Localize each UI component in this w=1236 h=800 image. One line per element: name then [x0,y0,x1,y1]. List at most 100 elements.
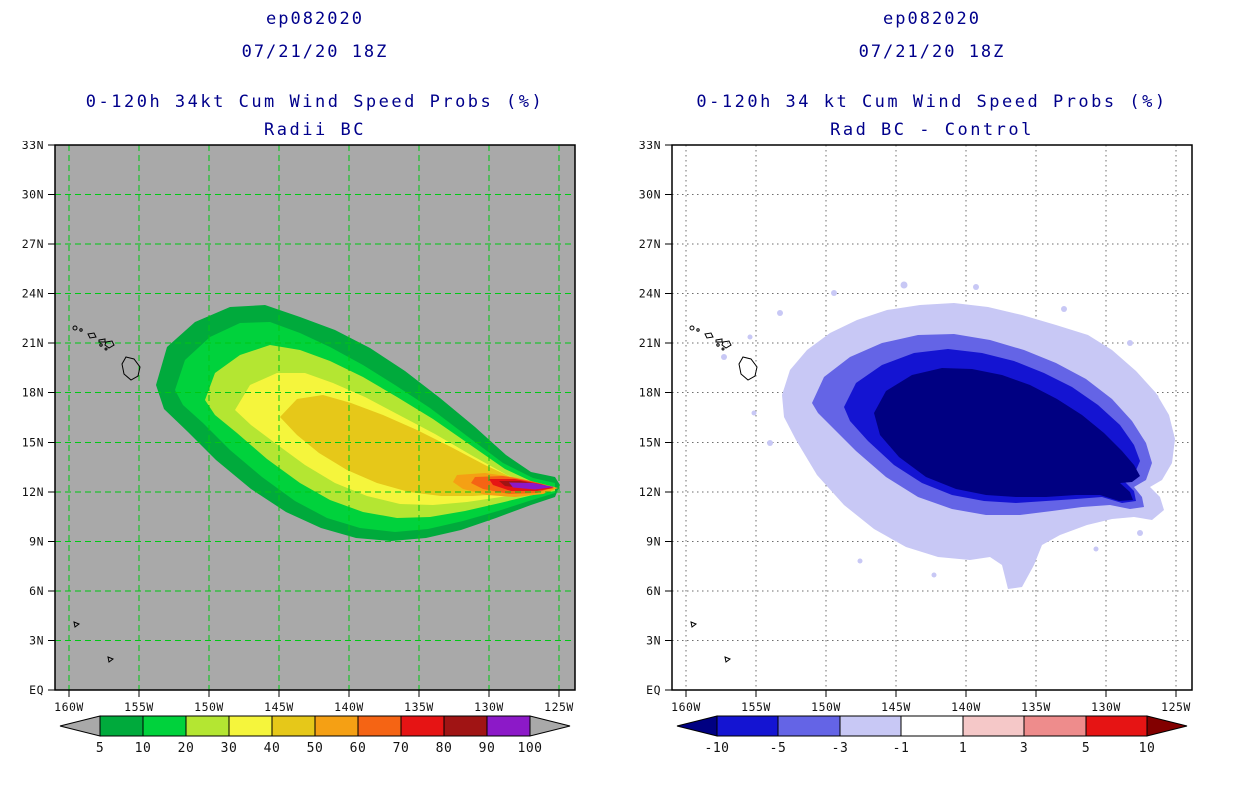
lon-label: 150W [811,700,841,714]
cbar-label: 5 [1082,741,1090,756]
cbar-label: 20 [178,741,195,756]
lat-label: 21N [22,336,44,350]
right-lat-axis-labels: 33N 30N 27N 24N 21N 18N 15N 12N 9N 6N 3N… [639,141,661,697]
cbar-label: 90 [479,741,496,756]
right-map-speckles [721,281,1159,578]
cbar-label: 30 [221,741,238,756]
cbar-seg-m3-m1 [839,715,902,737]
left-map-contour-fills [156,305,560,541]
lon-label: 145W [881,700,911,714]
cbar-label: 70 [393,741,410,756]
lon-label: 155W [124,700,154,714]
right-difference-map: 33N 30N 27N 24N 21N 18N 15N 12N 9N 6N 3N… [639,141,1193,714]
right-map-contour-fills [782,303,1175,589]
cbar-label: 80 [436,741,453,756]
left-probability-map: 33N 30N 27N 24N 21N 18N 15N 12N 9N 6N 3N… [22,141,576,714]
left-colorbar-labels: 5 10 20 30 40 50 60 70 80 90 100 [96,741,543,756]
lon-label: 160W [671,700,701,714]
lat-label: 27N [639,237,661,251]
lon-label: 160W [54,700,84,714]
lon-label: 130W [1091,700,1121,714]
cbar-label: 40 [264,741,281,756]
left-subtitle-product: 0-120h 34kt Cum Wind Speed Probs (%) [85,92,545,112]
cbar-seg-50-60 [314,715,359,737]
cbar-seg-p3-p5 [1023,715,1087,737]
lat-label: 33N [22,141,44,152]
lat-label: 21N [639,336,661,350]
lat-label: 24N [22,287,44,301]
cbar-label: 3 [1020,741,1028,756]
left-map-frame [54,144,576,691]
cbar-seg-90-100 [486,715,531,737]
left-map-gridlines [55,145,575,690]
cbar-label: -3 [832,741,849,756]
cbar-seg-70-80 [400,715,445,737]
lat-label: 6N [29,584,44,598]
lat-label: 18N [22,386,44,400]
contour-90pct [509,482,554,490]
lon-label: 135W [1021,700,1051,714]
lon-label: 140W [334,700,364,714]
lat-label: EQ [29,683,44,697]
lat-label: 30N [22,188,44,202]
cbar-seg-30-40 [228,715,273,737]
cbar-seg-60-70 [357,715,402,737]
lon-label: 140W [951,700,981,714]
hawaii-islands-right [689,325,758,663]
lon-label: 125W [544,700,574,714]
lat-label: 6N [646,584,661,598]
lat-label: 3N [646,634,661,648]
lat-label: 24N [639,287,661,301]
contour-40pct [280,395,552,496]
left-map-ticks [48,144,560,697]
cbar-label: 10 [135,741,152,756]
cbar-seg-m5-m3 [777,715,841,737]
right-title-storm-id: ep082020 [883,9,981,29]
lat-label: 15N [639,436,661,450]
right-map-frame [671,144,1193,691]
left-subtitle-model: Radii BC [264,120,366,140]
cbar-label: 50 [307,741,324,756]
cbar-seg-80-90 [443,715,488,737]
contour-diff-m10 [874,368,1140,501]
cbar-seg-5-10 [99,715,144,737]
right-colorbar-below-arrow [676,715,718,737]
lon-label: 125W [1161,700,1191,714]
cbar-label: 1 [959,741,967,756]
right-subtitle-product: 0-120h 34 kt Cum Wind Speed Probs (%) [696,92,1168,112]
lat-label: 9N [646,535,661,549]
right-subtitle-model: Rad BC - Control [830,120,1034,140]
lon-label: 130W [474,700,504,714]
lat-label: EQ [646,683,661,697]
right-title-datetime: 07/21/20 18Z [858,42,1006,62]
cbar-label: 5 [96,741,104,756]
left-lon-axis-labels: 160W 155W 150W 145W 140W 135W 130W 125W [54,700,574,714]
cbar-label: 60 [350,741,367,756]
cbar-seg-p5-p10 [1085,715,1148,737]
left-title-datetime: 07/21/20 18Z [241,42,389,62]
cbar-label: 100 [518,741,543,756]
left-colorbar-above-arrow [529,715,571,737]
lat-label: 12N [639,485,661,499]
lat-label: 30N [639,188,661,202]
cbar-seg-40-50 [271,715,316,737]
right-lon-axis-labels: 160W 155W 150W 145W 140W 135W 130W 125W [671,700,1191,714]
left-colorbar: 5 10 20 30 40 50 60 70 80 90 100 [59,715,571,756]
cbar-label: -10 [705,741,730,756]
lat-label: 33N [639,141,661,152]
lat-label: 12N [22,485,44,499]
right-map-ticks [665,144,1177,697]
left-colorbar-below-arrow [59,715,101,737]
cbar-seg-20-30 [185,715,230,737]
cbar-seg-10-20 [142,715,187,737]
cbar-label: 10 [1139,741,1156,756]
left-lat-axis-labels: 33N 30N 27N 24N 21N 18N 15N 12N 9N 6N 3N… [22,141,44,697]
lat-label: 27N [22,237,44,251]
right-colorbar-above-arrow [1146,715,1188,737]
cbar-seg-m10-m5 [716,715,779,737]
lat-label: 18N [639,386,661,400]
lat-label: 9N [29,535,44,549]
right-colorbar-labels: -10 -5 -3 -1 1 3 5 10 [705,741,1156,756]
cbar-seg-m1-p1 [900,715,964,737]
lat-label: 3N [29,634,44,648]
